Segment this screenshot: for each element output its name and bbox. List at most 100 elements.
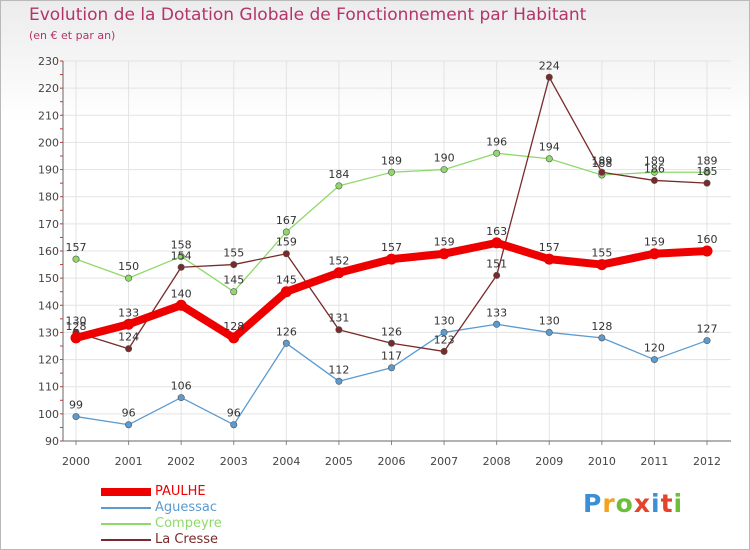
data-label-paulhe: 128 xyxy=(223,320,244,333)
legend-label-compeyre: Compeyre xyxy=(155,516,222,531)
x-tick-label: 2006 xyxy=(378,455,406,468)
data-label-paulhe: 133 xyxy=(118,306,139,319)
data-label-compeyre: 150 xyxy=(118,260,139,273)
data-label-la-cresse: 159 xyxy=(276,236,297,249)
data-label-compeyre: 167 xyxy=(276,214,297,227)
data-point-la-cresse xyxy=(230,261,238,269)
data-point-aguessac xyxy=(703,337,711,345)
legend-swatch-aguessac xyxy=(101,507,151,509)
data-point-compeyre xyxy=(282,228,290,236)
y-tick-label: 100 xyxy=(38,408,59,421)
data-point-compeyre xyxy=(650,168,658,176)
data-point-aguessac xyxy=(493,320,501,328)
data-label-la-cresse: 154 xyxy=(171,249,192,262)
data-point-paulhe xyxy=(648,248,660,260)
data-label-la-cresse: 185 xyxy=(697,165,718,178)
x-tick-label: 2007 xyxy=(430,455,458,468)
data-point-aguessac xyxy=(650,356,658,364)
data-label-compeyre: 190 xyxy=(434,152,455,165)
data-label-compeyre: 189 xyxy=(381,154,402,167)
y-tick-label: 170 xyxy=(38,218,59,231)
data-point-paulhe xyxy=(70,332,82,344)
series-lines xyxy=(70,73,713,429)
data-label-aguessac: 127 xyxy=(697,323,718,336)
data-label-la-cresse: 151 xyxy=(486,257,507,270)
data-label-aguessac: 96 xyxy=(227,407,241,420)
data-point-compeyre xyxy=(440,166,448,174)
data-point-aguessac xyxy=(545,328,553,336)
data-point-compeyre xyxy=(230,288,238,296)
y-tick-label: 180 xyxy=(38,191,59,204)
legend-item-aguessac: Aguessac xyxy=(101,500,301,516)
data-label-compeyre: 145 xyxy=(223,274,244,287)
data-label-paulhe: 159 xyxy=(434,236,455,249)
data-label-aguessac: 130 xyxy=(434,314,455,327)
data-label-aguessac: 106 xyxy=(171,380,192,393)
data-label-la-cresse: 123 xyxy=(434,333,455,346)
data-point-paulhe xyxy=(701,245,713,257)
axes: 90 100 110 120 130 140 150 160 170 180 190 200 210 22… xyxy=(38,55,731,468)
x-tick-label: 2009 xyxy=(535,455,563,468)
data-point-compeyre xyxy=(387,168,395,176)
data-label-aguessac: 99 xyxy=(69,399,83,412)
data-label-la-cresse: 186 xyxy=(644,162,665,175)
data-point-paulhe xyxy=(543,253,555,265)
logo-letter: t xyxy=(660,489,674,518)
legend-swatch-compeyre xyxy=(101,523,151,525)
data-point-compeyre xyxy=(335,182,343,190)
x-tick-label: 2011 xyxy=(640,455,668,468)
data-label-paulhe: 155 xyxy=(591,247,612,260)
data-point-aguessac xyxy=(335,377,343,385)
y-tick-label: 190 xyxy=(38,164,59,177)
data-label-aguessac: 96 xyxy=(122,407,136,420)
data-point-aguessac xyxy=(125,421,133,429)
data-point-la-cresse xyxy=(650,176,658,184)
data-label-aguessac: 126 xyxy=(276,325,297,338)
data-point-la-cresse xyxy=(493,271,501,279)
data-label-la-cresse: 224 xyxy=(539,59,560,72)
data-point-aguessac xyxy=(282,339,290,347)
data-label-aguessac: 120 xyxy=(644,342,665,355)
data-point-compeyre xyxy=(72,255,80,263)
x-tick-label: 2001 xyxy=(115,455,143,468)
data-label-la-cresse: 189 xyxy=(591,154,612,167)
legend-label-paulhe: PAULHE xyxy=(155,484,206,499)
logo-letter: i xyxy=(651,489,661,518)
x-tick-label: 2002 xyxy=(167,455,195,468)
data-label-la-cresse: 155 xyxy=(223,247,244,260)
data-point-la-cresse xyxy=(598,168,606,176)
data-point-la-cresse xyxy=(335,326,343,334)
data-label-paulhe: 160 xyxy=(697,233,718,246)
legend-label-la-cresse: La Cresse xyxy=(155,532,219,547)
data-label-paulhe: 159 xyxy=(644,236,665,249)
logo-letter: x xyxy=(633,489,651,518)
data-point-la-cresse xyxy=(387,339,395,347)
chart-subtitle: (en € et par an) xyxy=(29,29,116,42)
y-tick-label: 200 xyxy=(38,136,59,149)
logo-letter: i xyxy=(673,489,684,518)
data-point-compeyre xyxy=(177,252,185,260)
y-tick-label: 90 xyxy=(45,435,59,448)
y-tick-label: 130 xyxy=(38,326,59,339)
data-point-compeyre xyxy=(703,168,711,176)
data-point-paulhe xyxy=(123,318,135,330)
data-point-la-cresse xyxy=(703,179,711,187)
x-tick-label: 2012 xyxy=(693,455,721,468)
x-tick-label: 2004 xyxy=(272,455,300,468)
data-label-aguessac: 133 xyxy=(486,306,507,319)
data-point-paulhe xyxy=(175,299,187,311)
data-label-la-cresse: 124 xyxy=(118,331,139,344)
data-point-la-cresse xyxy=(282,250,290,258)
data-point-aguessac xyxy=(598,334,606,342)
data-point-paulhe xyxy=(438,248,450,260)
data-label-la-cresse: 130 xyxy=(66,314,87,327)
data-label-paulhe: 157 xyxy=(381,241,402,254)
data-point-paulhe xyxy=(280,286,292,298)
y-tick-label: 210 xyxy=(38,109,59,122)
data-label-paulhe: 145 xyxy=(276,274,297,287)
x-tick-label: 2000 xyxy=(62,455,90,468)
data-label-aguessac: 130 xyxy=(539,314,560,327)
legend-swatch-la-cresse xyxy=(101,539,151,541)
data-point-compeyre xyxy=(493,149,501,157)
